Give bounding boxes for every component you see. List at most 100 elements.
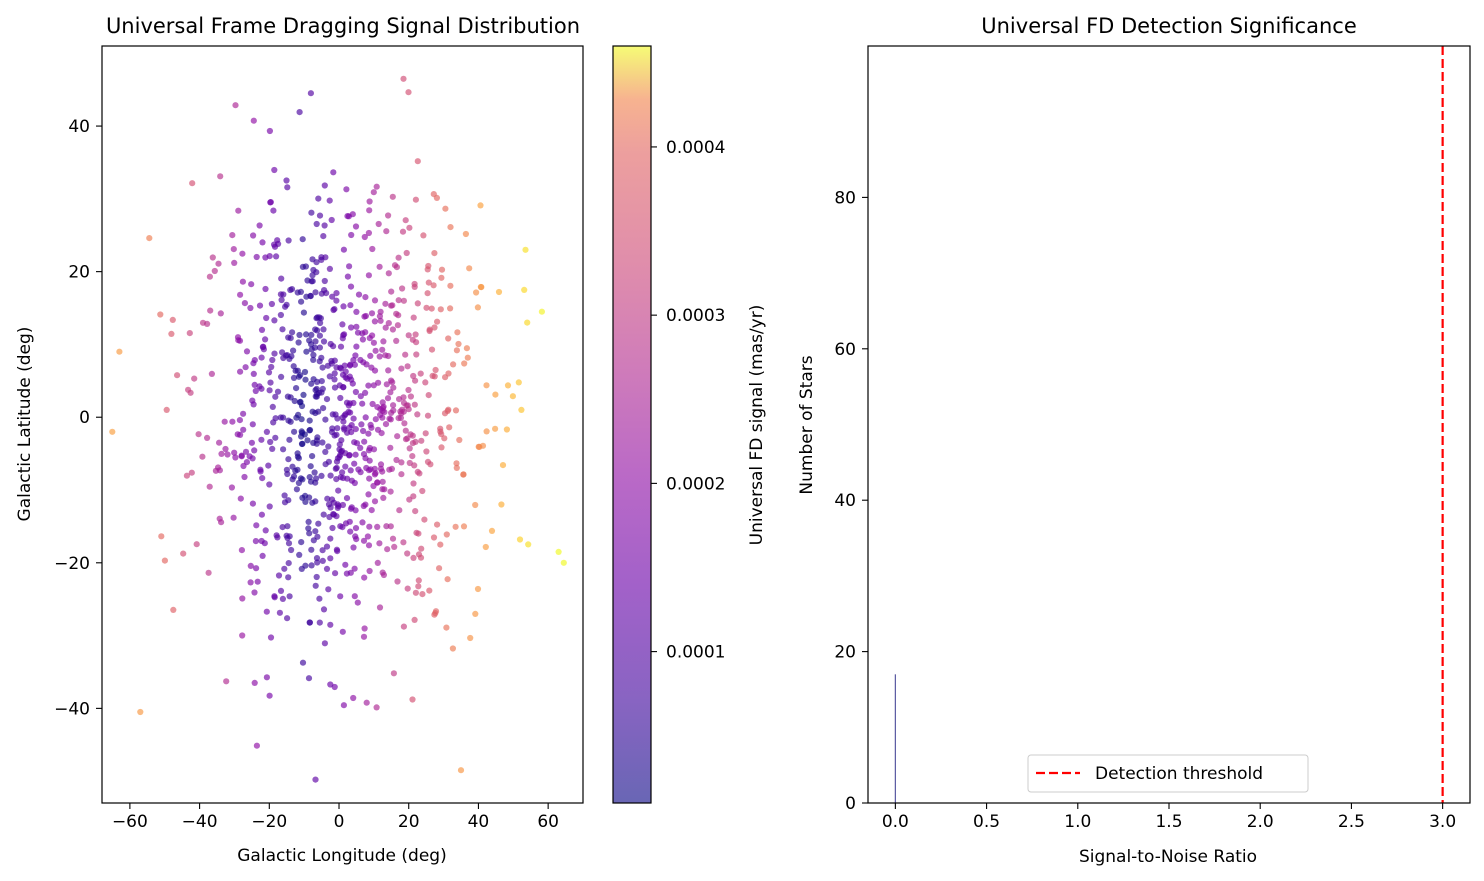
scatter-point xyxy=(359,400,366,407)
scatter-point xyxy=(217,173,224,180)
scatter-point xyxy=(137,708,144,716)
scatter-point xyxy=(308,380,315,387)
scatter-point xyxy=(240,410,247,417)
scatter-point xyxy=(344,375,351,382)
scatter-point xyxy=(307,478,315,485)
snr-y-tick-label: 60 xyxy=(834,340,856,360)
scatter-point xyxy=(319,557,326,565)
scatter-point xyxy=(477,283,484,291)
scatter-point xyxy=(390,670,397,677)
scatter-point xyxy=(297,372,304,379)
scatter-point xyxy=(351,593,358,600)
scatter-point xyxy=(365,229,372,237)
scatter-point xyxy=(417,554,425,561)
scatter-point xyxy=(433,194,440,201)
scatter-point xyxy=(309,256,316,263)
scatter-point xyxy=(412,438,419,445)
scatter-point xyxy=(387,488,394,495)
scatter-point xyxy=(157,311,164,318)
scatter-point xyxy=(442,374,449,381)
scatter-point xyxy=(389,326,396,333)
scatter-point xyxy=(398,410,405,417)
scatter-point xyxy=(365,491,372,498)
scatter-point xyxy=(400,539,407,546)
scatter-point xyxy=(383,523,390,530)
scatter-point xyxy=(278,373,285,380)
scatter-point xyxy=(318,256,325,263)
scatter-point xyxy=(348,422,355,429)
scatter-point xyxy=(402,351,409,358)
scatter-point xyxy=(379,346,386,353)
scatter-point xyxy=(230,514,237,521)
scatter-point xyxy=(342,463,349,470)
scatter-point xyxy=(374,559,381,567)
scatter-point xyxy=(368,507,375,514)
scatter-point xyxy=(427,461,434,468)
colorbar-ticks: 0.0001 0.0002 0.0003 0.0004 xyxy=(651,138,725,663)
scatter-point xyxy=(365,272,372,279)
scatter-point xyxy=(396,396,403,403)
scatter-point xyxy=(371,297,379,304)
scatter-point xyxy=(263,608,270,615)
scatter-point xyxy=(355,466,362,473)
scatter-point xyxy=(342,520,350,527)
scatter-point xyxy=(263,314,270,322)
scatter-point xyxy=(312,326,319,333)
scatter-point xyxy=(299,659,307,666)
scatter-point xyxy=(383,381,390,388)
scatter-point xyxy=(368,310,376,317)
scatter-point xyxy=(390,402,397,409)
scatter-point xyxy=(330,343,337,350)
scatter-point xyxy=(294,450,301,457)
scatter-point xyxy=(313,437,320,444)
scatter-point xyxy=(306,530,313,537)
colorbar-tick-label: 0.0004 xyxy=(666,138,725,158)
scatter-point xyxy=(443,624,450,631)
scatter-point xyxy=(516,536,524,543)
scatter-point xyxy=(270,419,277,426)
scatter-point xyxy=(349,211,356,218)
scatter-point xyxy=(262,527,269,534)
scatter-point xyxy=(342,368,349,375)
colorbar-tick-label: 0.0002 xyxy=(666,474,725,494)
snr-bars xyxy=(894,674,896,803)
scatter-point xyxy=(299,236,306,243)
scatter-point xyxy=(411,616,418,624)
scatter-point xyxy=(315,195,322,202)
scatter-point xyxy=(428,346,436,353)
scatter-point xyxy=(319,547,326,554)
scatter-point xyxy=(266,692,273,699)
scatter-point xyxy=(406,445,413,452)
scatter-point xyxy=(404,550,411,557)
scatter-point xyxy=(277,414,284,421)
scatter-point xyxy=(293,385,300,392)
scatter-point xyxy=(394,578,401,585)
scatter-point xyxy=(362,294,369,301)
scatter-point xyxy=(418,437,425,444)
scatter-point xyxy=(237,291,244,298)
scatter-point xyxy=(343,399,351,406)
scatter-point xyxy=(222,445,229,453)
scatter-point xyxy=(464,354,471,361)
scatter-point xyxy=(371,498,379,505)
scatter-point xyxy=(362,329,369,336)
scatter-point xyxy=(280,291,287,298)
scatter-point xyxy=(473,289,480,296)
scatter-point xyxy=(324,362,331,369)
scatter-point xyxy=(328,216,335,224)
scatter-point xyxy=(339,321,346,328)
scatter-point xyxy=(400,75,407,82)
scatter-x-tick-label: 0 xyxy=(334,812,345,832)
scatter-point xyxy=(560,559,567,566)
scatter-point xyxy=(441,410,449,417)
scatter-point xyxy=(352,223,360,230)
scatter-point xyxy=(444,576,451,583)
scatter-point xyxy=(336,446,343,453)
colorbar-frame xyxy=(612,45,652,804)
scatter-point xyxy=(334,501,341,508)
scatter-point xyxy=(312,582,319,589)
scatter-point xyxy=(354,329,362,336)
scatter-point xyxy=(206,273,213,280)
scatter-point xyxy=(366,207,373,214)
scatter-point xyxy=(429,372,436,379)
